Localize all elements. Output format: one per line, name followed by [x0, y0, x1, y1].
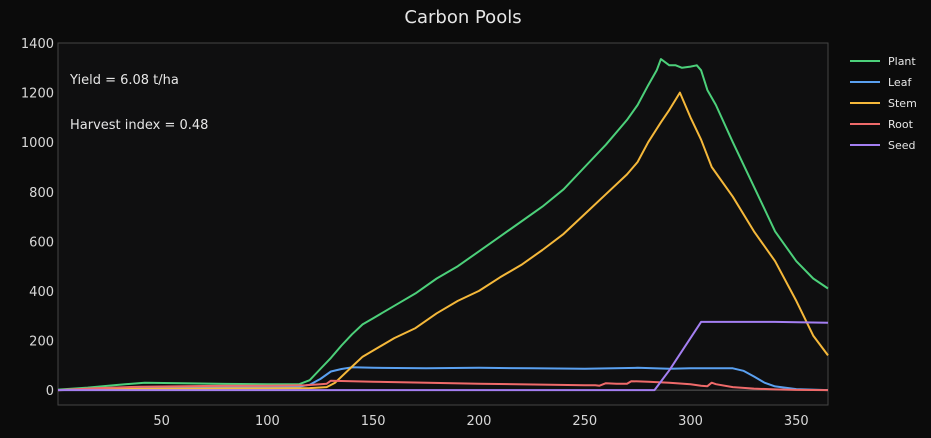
- legend-item-root[interactable]: Root: [850, 118, 914, 131]
- harvest-index-annotation: Harvest index = 0.48: [70, 118, 208, 133]
- x-tick-label: 250: [572, 414, 597, 429]
- y-tick-label: 1000: [21, 136, 54, 151]
- y-tick-label: 200: [29, 335, 54, 350]
- x-tick-label: 300: [678, 414, 703, 429]
- series-line-root: [57, 379, 829, 392]
- legend-item-stem[interactable]: Stem: [850, 97, 917, 110]
- legend-label: Seed: [888, 139, 916, 152]
- series-line-plant: [57, 58, 829, 391]
- x-tick-label: 50: [153, 414, 170, 429]
- series-line-leaf: [57, 366, 829, 392]
- x-tick-label: 200: [467, 414, 492, 429]
- chart-title: Carbon Pools: [404, 7, 521, 28]
- y-tick-label: 600: [29, 235, 54, 250]
- y-axis: 0 200 400 600 800 1000 1200 1400: [21, 37, 54, 399]
- legend-item-leaf[interactable]: Leaf: [850, 76, 912, 89]
- x-tick-label: 100: [255, 414, 280, 429]
- plot-area: [57, 42, 829, 406]
- series-line-seed: [58, 320, 829, 392]
- legend-item-plant[interactable]: Plant: [850, 55, 916, 68]
- x-tick-label: 350: [784, 414, 809, 429]
- legend-label: Stem: [888, 97, 917, 110]
- y-tick-label: 400: [29, 285, 54, 300]
- series-lines: [57, 58, 829, 392]
- x-axis: 50 100 150 200 250 300 350: [153, 414, 808, 429]
- y-tick-label: 0: [46, 384, 54, 399]
- x-tick-label: 150: [361, 414, 386, 429]
- yield-annotation: Yield = 6.08 t/ha: [69, 73, 179, 88]
- legend-label: Root: [888, 118, 914, 131]
- legend-item-seed[interactable]: Seed: [850, 139, 916, 152]
- y-tick-label: 1400: [21, 37, 54, 52]
- legend-label: Leaf: [888, 76, 912, 89]
- legend[interactable]: Plant Leaf Stem Root Seed: [850, 55, 917, 152]
- legend-label: Plant: [888, 55, 916, 68]
- series-line-stem: [57, 91, 829, 392]
- y-tick-label: 1200: [21, 87, 54, 102]
- y-tick-label: 800: [29, 186, 54, 201]
